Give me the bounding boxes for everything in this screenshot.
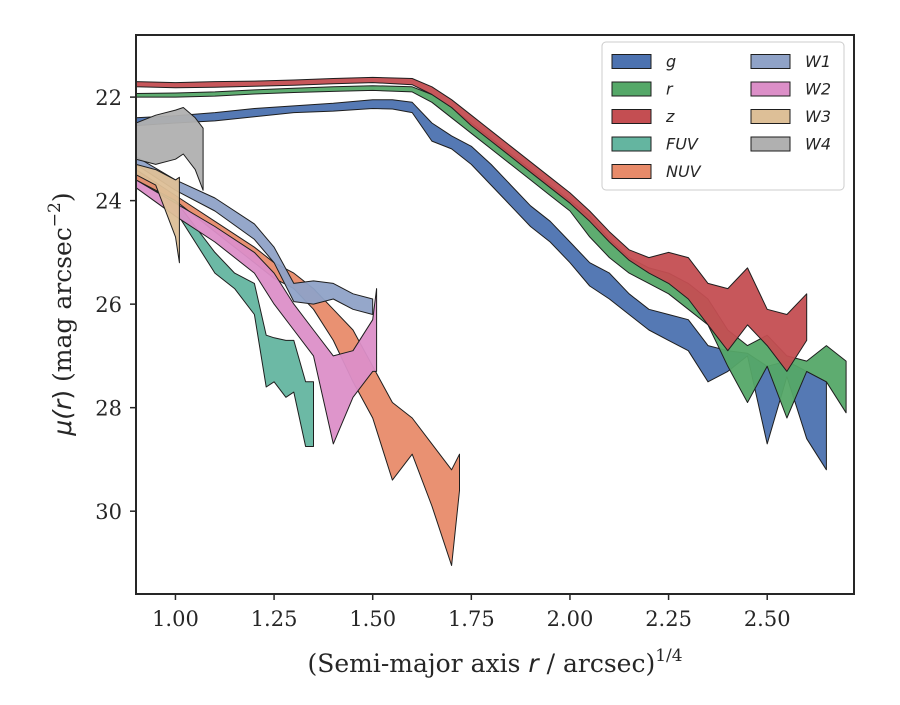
legend-swatch-z bbox=[611, 109, 652, 124]
band-w4 bbox=[136, 107, 204, 191]
y-tick-label: 30 bbox=[95, 500, 122, 524]
legend-swatch-r bbox=[611, 81, 652, 97]
y-tick-label: 22 bbox=[95, 86, 122, 110]
legend-label-nuv: NUV bbox=[666, 162, 702, 181]
x-tick-label: 2.00 bbox=[547, 607, 594, 631]
x-tick-label: 1.00 bbox=[152, 607, 199, 631]
y-tick-label: 26 bbox=[95, 293, 122, 317]
legend: grz FUV NUV W1 W2 W3 W4 bbox=[601, 41, 845, 191]
ticks-layer: 1.00 1.25 1.50 1.75 2.00 2.25 2.50 22 24 26 28 30 bbox=[95, 86, 790, 631]
plot-frame bbox=[135, 34, 855, 595]
band-w3 bbox=[136, 163, 180, 264]
legend-swatch-g bbox=[611, 54, 652, 69]
x-tick-label: 2.50 bbox=[744, 607, 791, 631]
legend-label-w3: W3 bbox=[805, 107, 831, 126]
legend-swatch-nuv bbox=[611, 164, 652, 179]
band-z bbox=[136, 76, 808, 372]
y-axis-title: μ(r) (mag arcsec−2) bbox=[45, 192, 77, 436]
legend-label-fuv: FUV bbox=[666, 135, 699, 154]
legend-label-r: r bbox=[666, 80, 674, 99]
bands-layer bbox=[136, 76, 847, 566]
legend-frame bbox=[601, 41, 845, 191]
legend-swatch-w4 bbox=[750, 136, 791, 152]
legend-swatch-w1 bbox=[750, 54, 791, 69]
legend-swatch-fuv bbox=[611, 136, 652, 152]
band-g bbox=[136, 99, 827, 471]
legend-swatch-w2 bbox=[750, 81, 791, 97]
band-fuv bbox=[136, 174, 314, 447]
y-tick-label: 24 bbox=[95, 190, 122, 214]
x-tick-label: 1.50 bbox=[349, 607, 396, 631]
legend-swatch-w3 bbox=[750, 109, 791, 124]
legend-label-w4: W4 bbox=[805, 135, 831, 154]
band-w1 bbox=[136, 156, 374, 315]
y-tick-label: 28 bbox=[95, 397, 122, 421]
x-tick-label: 1.75 bbox=[448, 607, 495, 631]
band-w2 bbox=[136, 179, 378, 445]
x-axis-title: (Semi-major axis r / arcsec)1/4 bbox=[307, 646, 682, 678]
legend-label-w2: W2 bbox=[805, 80, 831, 99]
legend-label-z: z bbox=[665, 107, 675, 126]
legend-label-g: g bbox=[666, 52, 676, 71]
legend-label-w1: W1 bbox=[805, 52, 831, 71]
x-tick-label: 2.25 bbox=[645, 607, 692, 631]
x-tick-label: 1.25 bbox=[251, 607, 298, 631]
